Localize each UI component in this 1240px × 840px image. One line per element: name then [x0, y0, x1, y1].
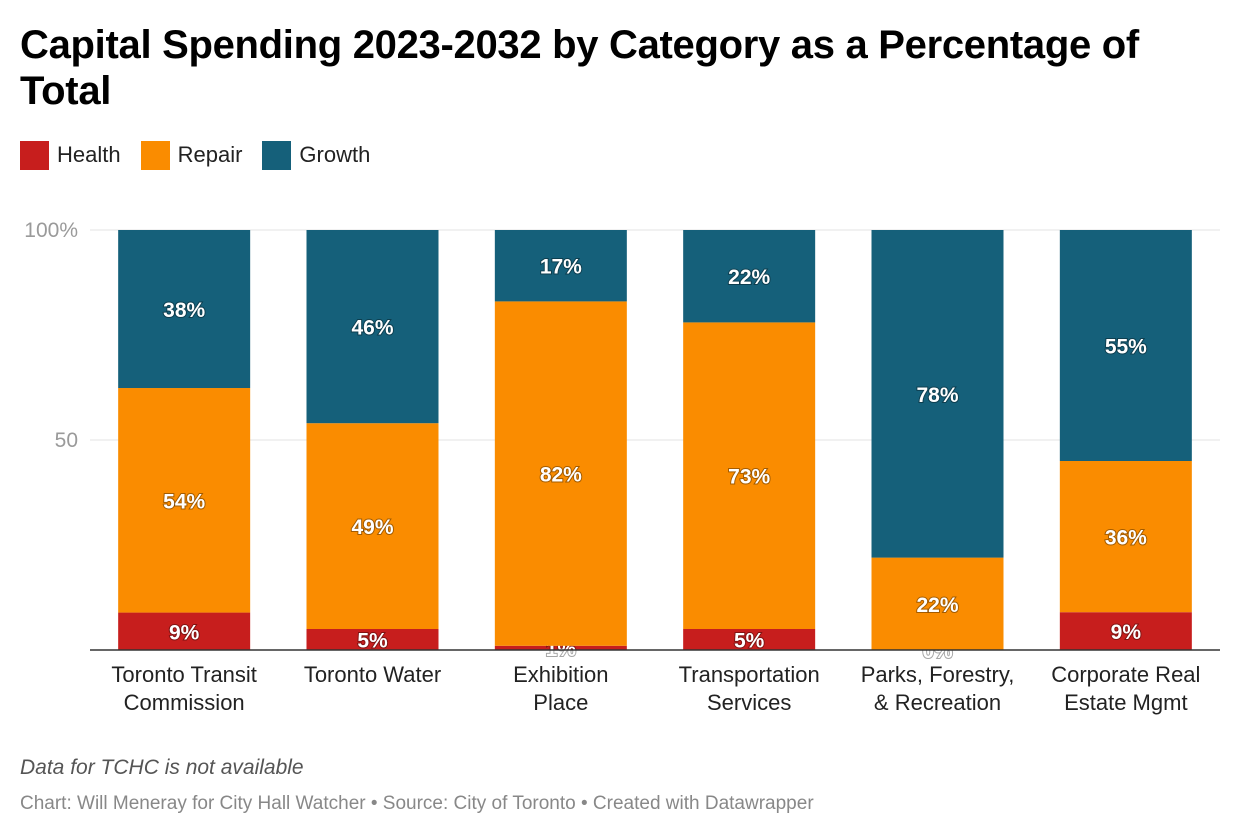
bar-segment-growth	[306, 230, 439, 424]
data-label-repair: 49%	[351, 516, 393, 539]
data-label-repair: 22%	[916, 594, 958, 617]
data-label-growth: 55%	[1105, 336, 1147, 359]
category-label: Services	[707, 690, 791, 715]
bar-segment-growth	[1059, 230, 1192, 461]
legend-swatch-health	[20, 140, 49, 170]
chart-credit: Chart: Will Meneray for City Hall Watche…	[20, 793, 814, 814]
bar-segment-growth	[871, 230, 1004, 558]
bar-segment-repair	[306, 423, 439, 629]
bar-segment-health	[306, 629, 439, 650]
bar-segment-growth	[118, 230, 251, 389]
legend: Health Repair Growth	[20, 140, 370, 170]
chart-title: Capital Spending 2023-2032 by Category a…	[20, 23, 1139, 113]
data-label-repair: 54%	[163, 490, 205, 513]
category-label: Corporate Real	[1051, 662, 1200, 687]
data-label-growth: 38%	[163, 299, 205, 322]
category-label: Exhibition	[513, 662, 608, 687]
bar-segment-repair	[871, 557, 1004, 650]
data-label-health: 9%	[1111, 621, 1142, 644]
bar-segment-growth	[494, 230, 627, 302]
data-label-repair: 82%	[540, 464, 582, 487]
bar-segment-health	[118, 612, 251, 650]
bar-segment-repair	[683, 322, 816, 629]
legend-label-health: Health	[57, 142, 121, 167]
bar-segment-health	[1059, 612, 1192, 650]
category-label: Toronto Transit	[111, 662, 257, 687]
category-label: Transportation	[679, 662, 820, 687]
category-label: Parks, Forestry,	[861, 662, 1015, 687]
legend-label-growth: Growth	[299, 142, 371, 167]
legend-swatch-repair	[140, 140, 170, 170]
data-label-health: 9%	[169, 621, 200, 644]
bar-segment-health	[494, 645, 627, 650]
bar-segment-growth	[683, 230, 816, 323]
data-label-growth: 78%	[916, 384, 958, 407]
bar-segment-repair	[494, 301, 627, 646]
legend-item-repair: Repair	[140, 140, 243, 170]
y-tick-label: 100%	[24, 219, 78, 242]
y-tick-label: 50	[55, 429, 78, 452]
bar-segment-repair	[118, 388, 251, 613]
data-label-repair: 73%	[728, 466, 770, 489]
bar-segment-health	[683, 629, 816, 650]
category-label: & Recreation	[874, 690, 1001, 715]
legend-swatch-growth	[262, 140, 292, 170]
data-label-repair: 36%	[1105, 527, 1147, 550]
data-label-growth: 17%	[540, 256, 582, 279]
stacked-bar-chart: 100% 50 9% 54% 38% Toronto Transit Commission 5…	[24, 219, 1220, 715]
data-label-health: 5%	[357, 630, 388, 653]
bar-segment-repair	[1059, 461, 1192, 613]
category-label: Toronto Water	[304, 662, 441, 687]
category-label: Estate Mgmt	[1064, 690, 1187, 715]
legend-item-health: Health	[20, 140, 121, 170]
data-label-growth: 22%	[728, 266, 770, 289]
category-label: Place	[533, 690, 588, 715]
legend-item-growth: Growth	[262, 140, 371, 170]
category-label: Commission	[124, 690, 245, 715]
data-label-growth: 46%	[351, 317, 393, 340]
legend-label-repair: Repair	[177, 142, 243, 167]
data-label-health: 5%	[734, 630, 765, 653]
chart-note: Data for TCHC is not available	[20, 756, 304, 779]
